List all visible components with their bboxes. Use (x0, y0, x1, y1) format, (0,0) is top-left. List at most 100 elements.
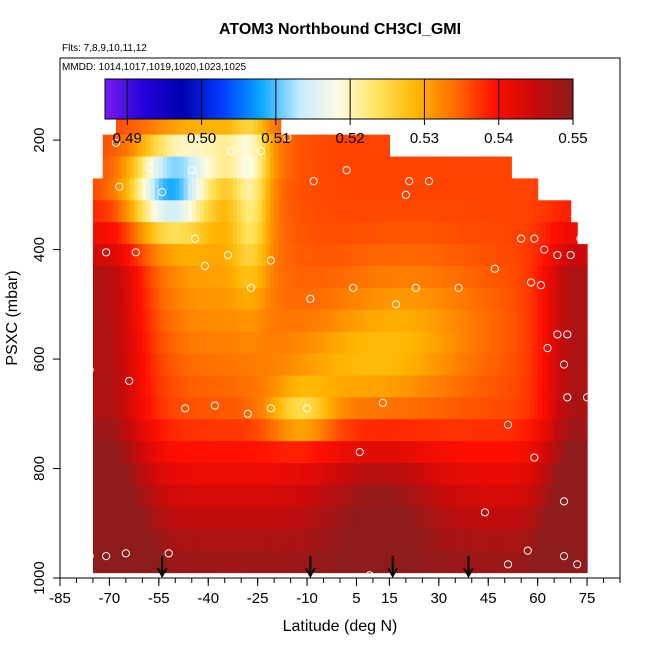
colorbar-swatch (391, 79, 394, 119)
colorbar-swatch (295, 79, 298, 119)
heatmap-cell (414, 484, 419, 508)
heatmap-cell (241, 528, 246, 552)
heatmap-cell (142, 441, 148, 464)
heatmap-cell (356, 156, 362, 180)
x-tick-label: -70 (99, 590, 121, 607)
heatmap-cell (372, 550, 378, 574)
heatmap-cell (158, 375, 164, 398)
heatmap-cell (253, 375, 259, 398)
sample-point (266, 404, 275, 413)
heatmap-cell (488, 375, 493, 398)
heatmap-cell (418, 550, 423, 574)
colorbar-swatch (347, 79, 350, 119)
heatmap-cell (323, 266, 329, 289)
heatmap-cell (397, 419, 403, 442)
colorbar-swatch (323, 79, 326, 119)
heatmap-cell (397, 506, 403, 530)
heatmap-cell (257, 331, 263, 355)
heatmap-cell (109, 287, 115, 311)
heatmap-cell (158, 463, 164, 486)
heatmap-cell (410, 528, 415, 552)
heatmap-cell (467, 309, 473, 333)
heatmap-cell (158, 156, 164, 180)
heatmap-cell (241, 178, 246, 201)
heatmap-cell (344, 222, 349, 245)
heatmap-cell (517, 200, 522, 223)
heatmap-cell (401, 178, 407, 201)
heatmap-cell (179, 244, 185, 267)
heatmap-cell (298, 287, 304, 311)
heatmap-cell (364, 287, 370, 311)
heatmap-cell (274, 244, 279, 267)
colorbar-swatch (279, 79, 282, 119)
heatmap-cell (249, 287, 255, 311)
colorbar-swatch (413, 79, 416, 119)
x-axis: -85 -70 -55 -40 -25 -10 5 15 30 45 60 75 (49, 577, 621, 607)
heatmap-cell (298, 419, 304, 442)
heatmap-cell (331, 550, 337, 574)
heatmap-cell (150, 266, 156, 289)
heatmap-cell (496, 441, 502, 464)
heatmap-cell (270, 178, 275, 201)
heatmap-cell (372, 419, 378, 442)
heatmap-cell (467, 222, 473, 245)
heatmap-cell (562, 506, 568, 530)
heatmap-cell (294, 375, 300, 398)
heatmap-cell (220, 331, 226, 355)
heatmap-cell (459, 528, 465, 552)
colorbar-swatch (419, 79, 422, 119)
heatmap-cell (451, 528, 456, 552)
heatmap-cell (323, 463, 329, 486)
heatmap-cell (302, 484, 308, 508)
heatmap-cell (521, 331, 526, 355)
heatmap-cell (154, 244, 160, 267)
heatmap-cell (389, 222, 395, 245)
heatmap-cell (121, 550, 127, 574)
heatmap-cell (200, 397, 205, 420)
heatmap-cell (352, 375, 358, 398)
profile-marker-arrow (304, 567, 316, 579)
heatmap-cell (537, 528, 543, 552)
heatmap-cell (150, 419, 156, 442)
colorbar-swatch (495, 79, 498, 119)
heatmap-cell (327, 550, 333, 574)
heatmap-cell (529, 222, 535, 245)
heatmap-cell (171, 463, 176, 486)
heatmap-cell (270, 134, 275, 158)
heatmap-cell (204, 419, 209, 442)
heatmap-cell (517, 244, 522, 267)
heatmap-cell (278, 353, 283, 377)
heatmap-cell (356, 397, 362, 420)
heatmap-cell (125, 287, 131, 311)
heatmap-cell (562, 200, 568, 223)
colorbar-swatch (211, 79, 214, 119)
heatmap-cell (372, 222, 378, 245)
heatmap-cell (278, 112, 282, 136)
heatmap-cell (430, 506, 436, 530)
heatmap-cell (257, 441, 263, 464)
heatmap-cell (438, 397, 444, 420)
heatmap-cell (261, 528, 267, 552)
colorbar-swatch (407, 79, 410, 119)
heatmap-cell (220, 397, 226, 420)
heatmap-cell (327, 463, 333, 486)
heatmap-cell (500, 484, 506, 508)
heatmap-cell (426, 441, 432, 464)
heatmap-cell (393, 419, 399, 442)
heatmap-cell (578, 441, 584, 464)
heatmap-cell (237, 419, 242, 442)
heatmap-cell (422, 484, 428, 508)
heatmap-cell (162, 441, 168, 464)
heatmap-cell (224, 353, 230, 377)
heatmap-cell (150, 375, 156, 398)
colorbar-swatch (287, 79, 290, 119)
heatmap-cell (348, 397, 353, 420)
heatmap-cell (356, 222, 362, 245)
heatmap-cell (290, 484, 296, 508)
heatmap-cell (105, 550, 111, 574)
heatmap-cell (574, 222, 578, 245)
sample-point (428, 576, 437, 585)
heatmap-cell (191, 244, 197, 267)
heatmap-cell (274, 266, 279, 289)
heatmap-cell (340, 156, 345, 180)
